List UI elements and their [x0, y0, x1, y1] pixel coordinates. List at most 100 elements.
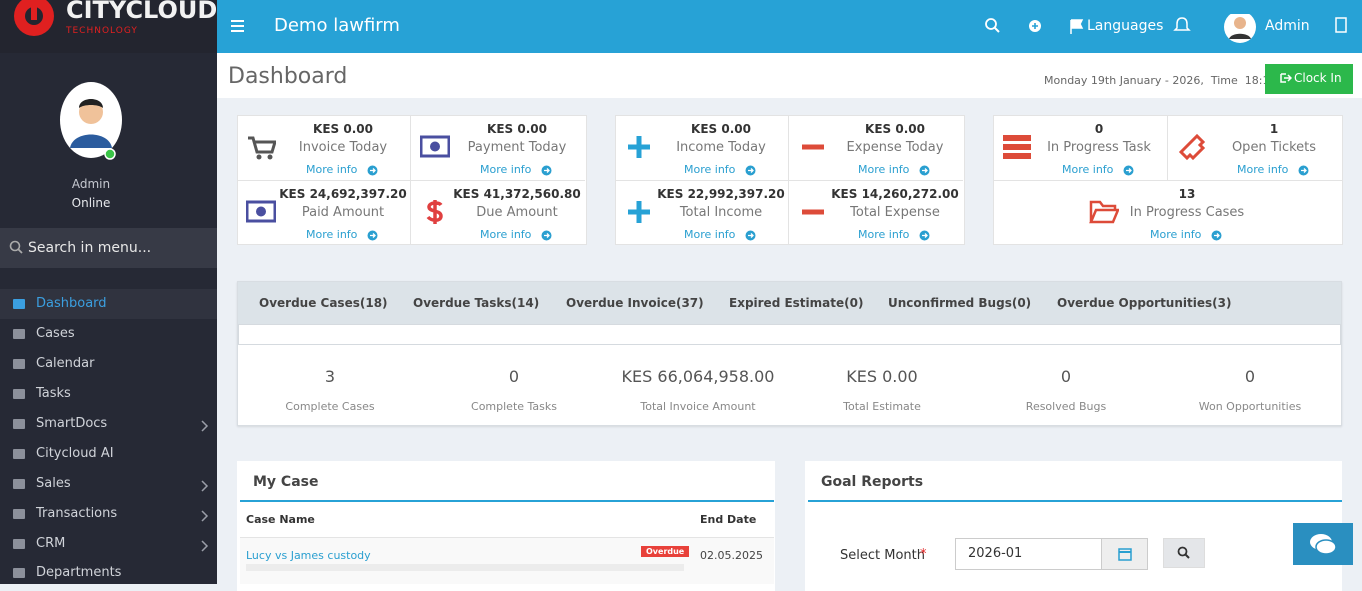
icon-part	[420, 135, 450, 158]
clock-in-label[interactable]: Clock In	[1294, 71, 1342, 85]
tab[interactable]: Overdue Invoice(37)	[566, 296, 704, 310]
menu-icon	[12, 508, 26, 520]
menu-item[interactable]: Sales	[36, 476, 71, 491]
menu-icon	[12, 388, 26, 400]
icon-part	[201, 540, 209, 552]
menu-item[interactable]: Departments	[36, 565, 122, 580]
tabs-bar	[238, 282, 1341, 324]
stat-value: 0	[1094, 122, 1104, 136]
search-icon[interactable]	[985, 18, 997, 30]
more-info[interactable]: More info	[684, 163, 736, 176]
menu-item[interactable]: Citycloud AI	[36, 446, 114, 461]
icon-part	[13, 359, 25, 369]
languages[interactable]: Languages	[1087, 18, 1164, 34]
menu-item[interactable]: Calendar	[36, 356, 95, 371]
stat-icon	[1177, 132, 1207, 162]
menu-icon	[12, 448, 26, 460]
avatar-body	[70, 134, 112, 148]
more-info[interactable]: More info	[684, 228, 736, 241]
more-info[interactable]: More info	[1062, 163, 1114, 176]
search-button-icon	[1177, 546, 1190, 559]
menu-item[interactable]: Dashboard	[36, 296, 107, 311]
month-input[interactable]	[955, 538, 1102, 570]
icon-part	[13, 568, 25, 578]
summary-label: Won Opportunities	[1198, 400, 1302, 413]
title-underline	[808, 500, 1342, 502]
stat-icon	[1002, 132, 1032, 162]
lens	[1177, 546, 1188, 557]
tab[interactable]: Overdue Cases(18)	[259, 296, 388, 310]
stat-value: KES 0.00	[865, 122, 925, 136]
overdue-badge: Overdue	[641, 546, 690, 557]
panel-icon[interactable]	[1335, 17, 1347, 33]
icon-part	[370, 168, 376, 173]
column-header: Case Name	[246, 513, 315, 526]
menu-item[interactable]: CRM	[36, 536, 66, 551]
summary-value: 0	[1244, 367, 1256, 386]
icon-part	[1178, 133, 1206, 161]
case-link[interactable]: Lucy vs James custody	[246, 549, 371, 562]
stat-value: KES 22,992,397.20	[657, 187, 785, 201]
icon-part	[541, 165, 552, 176]
stat-label: Paid Amount	[301, 205, 385, 220]
clock-in-button[interactable]	[1265, 64, 1353, 94]
sidebar-search[interactable]	[0, 228, 217, 268]
online-dot	[104, 148, 116, 160]
more-info[interactable]: More info	[1237, 163, 1289, 176]
menu-item[interactable]: Transactions	[36, 506, 118, 521]
row-divider	[789, 180, 963, 181]
row-divider	[615, 180, 789, 181]
bell-icon[interactable]	[1173, 17, 1191, 31]
icon-part	[248, 136, 276, 154]
tab[interactable]: Expired Estimate(0)	[729, 296, 864, 310]
summary-label: Complete Tasks	[471, 400, 557, 413]
bubble	[1315, 539, 1337, 555]
tab[interactable]: Overdue Tasks(14)	[413, 296, 540, 310]
menu-icon	[12, 418, 26, 430]
month-value[interactable]: 2026-01	[968, 546, 1023, 561]
search-button[interactable]	[1163, 538, 1205, 568]
flag-icon[interactable]	[1070, 19, 1084, 34]
bar	[231, 20, 244, 22]
icon-part	[13, 419, 25, 429]
more-info[interactable]: More info	[480, 163, 532, 176]
more-info[interactable]: More info	[306, 163, 358, 176]
icon-part	[1003, 135, 1031, 159]
menu-item[interactable]: Tasks	[36, 386, 71, 401]
bar	[231, 30, 244, 32]
menu-toggle[interactable]	[231, 19, 245, 33]
more-info[interactable]: More info	[306, 228, 358, 241]
icon-part	[1123, 165, 1134, 176]
stat-icon	[1089, 197, 1119, 227]
search-placeholder[interactable]: Search in menu...	[28, 240, 152, 256]
progress-bar	[246, 564, 684, 571]
more-info[interactable]: More info	[1150, 228, 1202, 241]
more-info-arrow	[367, 230, 378, 241]
summary-value: 0	[508, 367, 520, 386]
menu-item[interactable]: Cases	[36, 326, 75, 341]
icon-part	[745, 165, 756, 176]
more-info-arrow	[745, 230, 756, 241]
more-info[interactable]: More info	[858, 228, 910, 241]
header-user[interactable]: Admin	[1265, 18, 1310, 34]
calendar-button[interactable]	[1101, 538, 1148, 570]
more-info[interactable]: More info	[480, 228, 532, 241]
tab[interactable]: Unconfirmed Bugs(0)	[888, 296, 1032, 310]
handle	[1184, 553, 1190, 559]
icon-part	[248, 136, 276, 160]
icon-part	[246, 200, 276, 223]
icon-part	[426, 200, 443, 224]
tab[interactable]: Overdue Opportunities(3)	[1057, 296, 1232, 310]
stat-label: Total Expense	[850, 205, 940, 220]
menu-item[interactable]: SmartDocs	[36, 416, 108, 431]
icon-part	[1301, 168, 1307, 173]
cell-divider	[410, 180, 411, 245]
icon-part	[919, 230, 930, 241]
stat-icon	[798, 197, 828, 227]
more-info[interactable]: More info	[858, 163, 910, 176]
icon-part	[367, 230, 378, 241]
icon-part	[201, 540, 209, 552]
summary-label: Complete Cases	[285, 400, 375, 413]
icon-part	[748, 168, 754, 173]
